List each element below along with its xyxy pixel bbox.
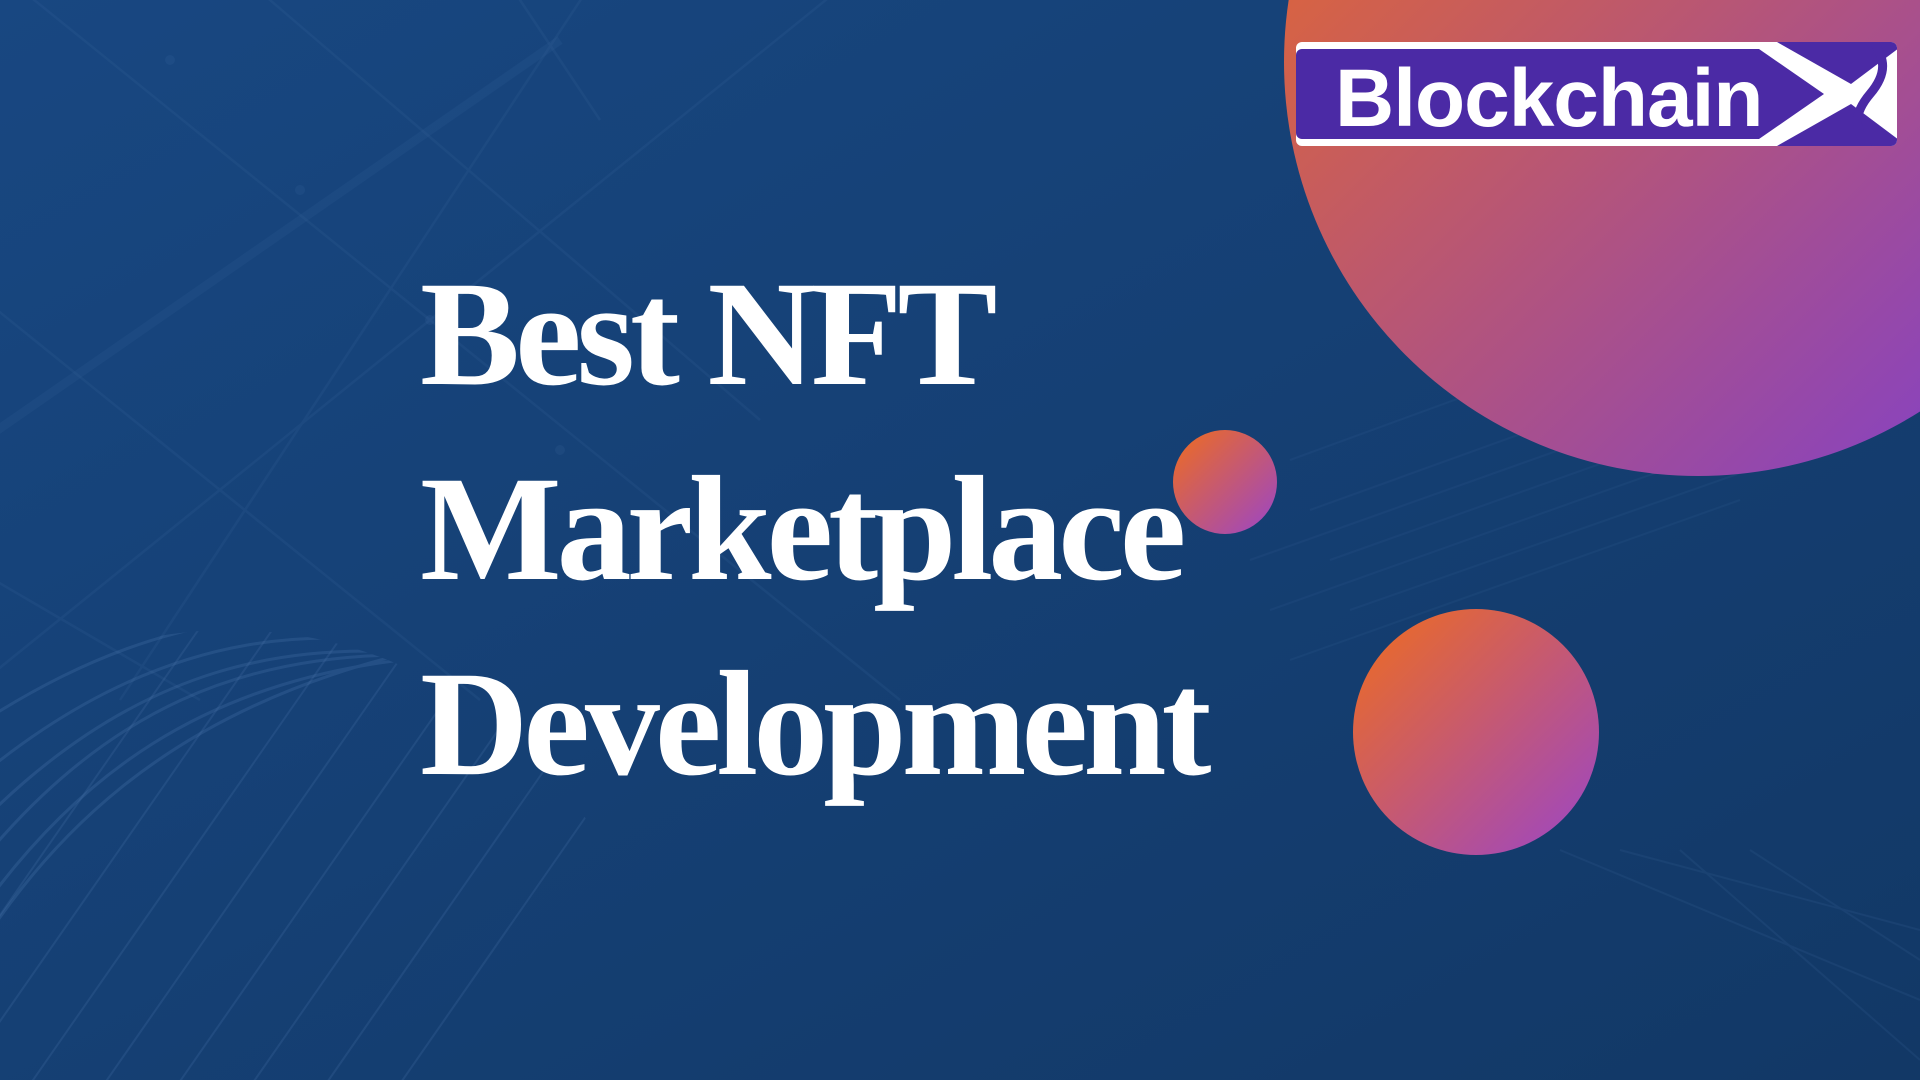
svg-text:Blockchain: Blockchain [1335,53,1762,144]
